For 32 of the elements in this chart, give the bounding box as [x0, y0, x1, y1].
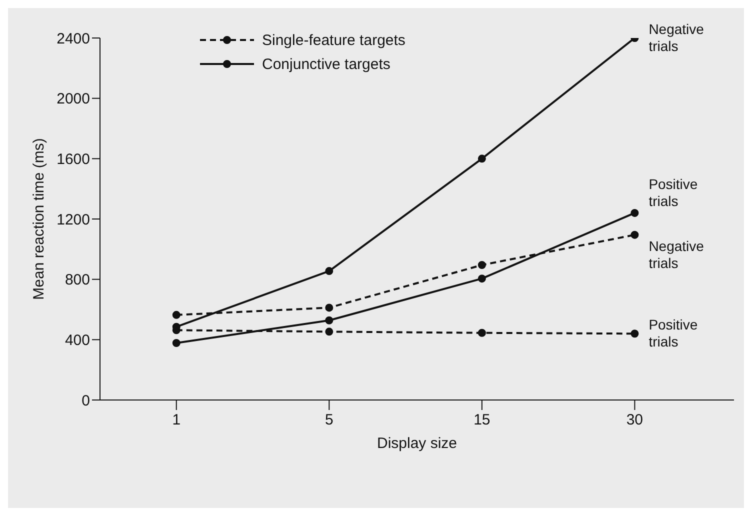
- annotation: Positive trials: [648, 316, 698, 350]
- annotation: Positive trials: [648, 176, 698, 209]
- y-tick-label: 1600: [56, 150, 90, 168]
- y-tick-label: 1200: [56, 211, 90, 228]
- x-tick-label: 1: [172, 412, 181, 429]
- point: [630, 330, 639, 338]
- y-tick-label: 2000: [56, 90, 90, 108]
- x-tick-label: 15: [474, 412, 490, 429]
- point: [325, 267, 334, 276]
- point: [630, 208, 639, 217]
- point: [478, 274, 486, 283]
- x-tick-label: 30: [626, 412, 644, 429]
- point: [172, 338, 180, 347]
- point: [325, 328, 334, 336]
- legend-label: Single-feature targets: [262, 32, 406, 48]
- annotation: Negative trials: [648, 21, 704, 54]
- y-tick-label: 400: [64, 332, 90, 349]
- point: [478, 328, 486, 337]
- point: [325, 316, 334, 324]
- x-tick-label: 5: [324, 412, 334, 429]
- legend-label: Conjunctive targets: [262, 56, 390, 72]
- point: [630, 230, 639, 239]
- annotation: Negative trials: [648, 238, 704, 271]
- y-axis-title: Mean reaction time (ms): [30, 138, 48, 300]
- point: [325, 304, 334, 312]
- x-axis-title: Display size: [376, 435, 458, 452]
- y-tick-label: 800: [64, 272, 90, 289]
- point: [478, 154, 486, 163]
- y-tick-label: 0: [82, 392, 90, 410]
- point: [172, 310, 180, 319]
- y-tick-label: 2400: [56, 30, 90, 48]
- point: [478, 261, 486, 270]
